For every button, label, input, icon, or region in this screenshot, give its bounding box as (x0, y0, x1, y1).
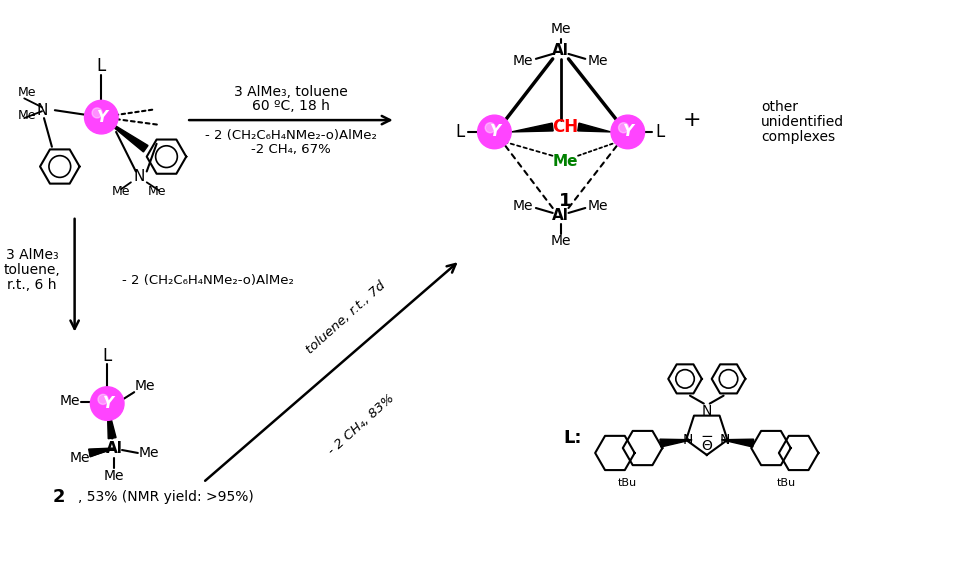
Text: Θ: Θ (702, 439, 712, 453)
Text: N: N (683, 433, 693, 447)
Circle shape (477, 115, 511, 149)
Circle shape (91, 387, 124, 420)
Text: L: L (455, 123, 465, 141)
Text: tBu: tBu (776, 477, 795, 488)
Text: Al: Al (552, 43, 569, 58)
Text: L: L (656, 123, 665, 141)
Text: other: other (762, 100, 798, 114)
Polygon shape (660, 439, 692, 447)
Text: complexes: complexes (762, 130, 835, 144)
Text: Al: Al (552, 209, 569, 224)
Text: toluene,: toluene, (4, 263, 61, 277)
Circle shape (485, 123, 495, 133)
Text: L:: L: (564, 429, 582, 447)
Text: Me: Me (513, 54, 533, 68)
Text: CH: CH (552, 118, 578, 136)
Text: Y: Y (102, 396, 113, 411)
Text: L: L (102, 347, 112, 365)
Text: Me: Me (69, 451, 90, 465)
Text: - 2 CH₄, 83%: - 2 CH₄, 83% (326, 391, 397, 457)
Circle shape (92, 108, 102, 118)
Text: Y: Y (95, 110, 107, 125)
Polygon shape (577, 123, 611, 132)
Polygon shape (101, 117, 148, 152)
Text: 3 AlMe₃: 3 AlMe₃ (6, 249, 59, 262)
Text: Me: Me (112, 185, 130, 198)
Text: tBu: tBu (618, 477, 637, 488)
Text: Y: Y (489, 124, 500, 139)
Text: unidentified: unidentified (762, 115, 844, 129)
Text: N: N (720, 433, 731, 447)
Text: - 2 (CH₂C₆H₄NMe₂-o)AlMe₂: - 2 (CH₂C₆H₄NMe₂-o)AlMe₂ (205, 129, 377, 142)
Text: - 2 (CH₂C₆H₄NMe₂-o)AlMe₂: - 2 (CH₂C₆H₄NMe₂-o)AlMe₂ (122, 273, 294, 287)
Circle shape (619, 123, 629, 133)
Text: Me: Me (17, 109, 36, 121)
Text: Me: Me (147, 185, 166, 198)
Text: Y: Y (622, 124, 633, 139)
Text: N: N (702, 405, 712, 418)
Text: Me: Me (550, 234, 571, 247)
Text: 1: 1 (559, 192, 572, 210)
Text: -2 CH₄, 67%: -2 CH₄, 67% (251, 143, 331, 156)
Text: , 53% (NMR yield: >95%): , 53% (NMR yield: >95%) (77, 490, 254, 505)
Text: Al: Al (106, 440, 122, 455)
Text: Me: Me (550, 22, 571, 36)
Text: Me: Me (104, 469, 124, 483)
Circle shape (85, 101, 118, 134)
Circle shape (611, 115, 645, 149)
Polygon shape (89, 448, 114, 457)
Text: 3 AlMe₃, toluene: 3 AlMe₃, toluene (234, 86, 348, 99)
Text: Me: Me (139, 446, 159, 460)
Circle shape (98, 394, 108, 405)
Text: +: + (683, 110, 701, 130)
Text: 2: 2 (35, 488, 66, 506)
Text: r.t., 6 h: r.t., 6 h (8, 278, 57, 292)
Text: −: − (701, 429, 713, 444)
Text: Me: Me (552, 154, 578, 169)
Text: N: N (133, 169, 145, 184)
Text: N: N (37, 103, 47, 118)
Polygon shape (721, 439, 754, 447)
Text: Me: Me (60, 394, 80, 407)
Text: Me: Me (513, 199, 533, 213)
Text: Me: Me (588, 199, 608, 213)
Text: Me: Me (17, 86, 36, 99)
Text: L: L (96, 57, 106, 75)
Text: 60 ºC, 18 h: 60 ºC, 18 h (252, 99, 330, 113)
Polygon shape (511, 123, 553, 132)
Text: toluene, r.t., 7d: toluene, r.t., 7d (304, 279, 388, 357)
Text: Me: Me (588, 54, 608, 68)
Text: Me: Me (135, 379, 155, 393)
Polygon shape (107, 403, 116, 439)
